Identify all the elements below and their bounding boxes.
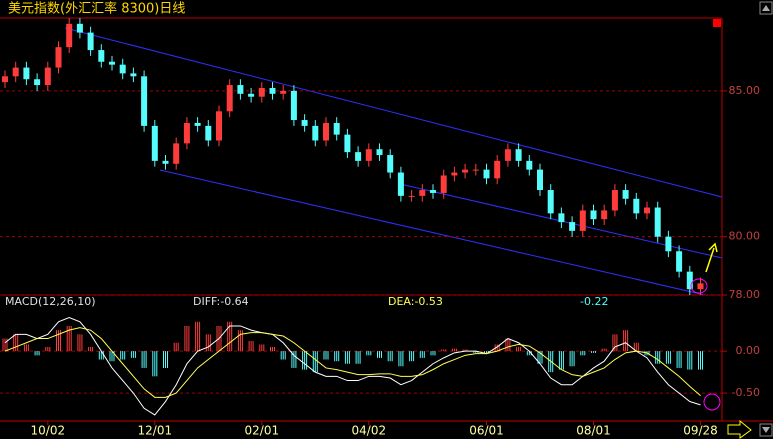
candle-body — [87, 32, 94, 51]
candle-body — [387, 155, 394, 173]
candle-body — [34, 79, 41, 86]
candle-body — [590, 210, 597, 220]
candle-body — [280, 90, 287, 94]
annotation-arrow — [705, 242, 718, 273]
highlight-circle — [690, 278, 708, 294]
candle-body — [44, 67, 51, 86]
candle-body — [644, 207, 650, 214]
x-tick-label: 06/01 — [469, 424, 504, 438]
candle-body — [237, 85, 244, 94]
candle-body — [258, 87, 265, 97]
candle-body — [376, 149, 383, 156]
candle-body — [109, 61, 115, 65]
candle-body — [66, 23, 73, 48]
candle-body — [547, 190, 554, 214]
candle-body — [194, 122, 201, 126]
value-label: -0.22 — [580, 295, 608, 308]
x-tick-label: 04/02 — [352, 424, 387, 438]
x-tick-label: 12/01 — [138, 424, 173, 438]
candle-body — [676, 251, 683, 272]
candle-body — [333, 122, 340, 135]
candle-body — [55, 47, 62, 68]
candle-body — [216, 111, 222, 141]
scroll-up-icon — [762, 5, 770, 11]
candle-body — [504, 149, 511, 161]
y-tick-label: 80.00 — [729, 230, 761, 243]
series-label: DIFF:-0.64 — [193, 295, 249, 308]
trend-line — [159, 169, 706, 296]
candle-body — [151, 125, 158, 161]
chart-title: 美元指数(外汇汇率 8300)日线 — [8, 1, 185, 17]
candle-body — [654, 207, 661, 237]
trend-line — [64, 27, 723, 198]
candle-body — [494, 160, 501, 179]
candle-body — [483, 169, 490, 179]
candle-body — [130, 73, 137, 77]
y-tick-label: 0.00 — [736, 344, 761, 357]
highlight-circle — [703, 393, 721, 411]
candle-body — [397, 172, 404, 196]
candle-body — [365, 149, 372, 161]
candle-body — [440, 175, 447, 193]
next-arrow[interactable] — [727, 419, 752, 439]
candle-body — [419, 190, 426, 196]
macd-line — [4, 327, 701, 398]
candle-body — [226, 85, 233, 112]
candle-body — [173, 143, 180, 164]
x-tick-label: 02/01 — [245, 424, 280, 438]
x-tick-label: 10/02 — [31, 424, 66, 438]
candle-body — [569, 222, 576, 231]
macd-line — [4, 317, 701, 416]
y-tick-label: -0.50 — [732, 386, 760, 399]
candle-body — [248, 93, 255, 97]
candle-body — [2, 76, 8, 83]
candle-body — [183, 122, 190, 144]
candle-body — [686, 271, 693, 290]
y-tick-label: 78.00 — [729, 288, 761, 301]
x-tick-label: 09/28 — [683, 424, 718, 438]
candle-body — [323, 122, 329, 141]
candle-body — [23, 67, 30, 80]
candle-body — [344, 134, 351, 153]
indicator-label: MACD(12,26,10) — [5, 295, 96, 308]
candle-body — [558, 213, 565, 223]
candle-body — [665, 236, 672, 252]
x-tick-label: 08/01 — [576, 424, 611, 438]
candle-body — [633, 198, 640, 214]
candle-body — [98, 50, 105, 62]
series-label: DEA:-0.53 — [388, 295, 443, 308]
candle-body — [601, 210, 608, 220]
candle-body — [697, 283, 704, 290]
candle-body — [537, 169, 543, 191]
candle-body — [622, 190, 629, 199]
candle-body — [119, 64, 126, 74]
marker — [713, 19, 721, 27]
candle-body — [515, 149, 522, 161]
candle-body — [269, 87, 276, 94]
candle-body — [162, 160, 169, 164]
candle-body — [408, 195, 415, 197]
candle-body — [451, 172, 458, 176]
candle-body — [430, 190, 436, 193]
candle-body — [579, 210, 586, 231]
candle-body — [462, 169, 469, 173]
candle-body — [355, 152, 362, 161]
candle-body — [611, 190, 618, 211]
candle-body — [141, 76, 148, 126]
scroll-down-icon — [762, 427, 770, 433]
candle-body — [290, 90, 297, 121]
candle-body — [12, 67, 19, 77]
candle-body — [301, 120, 308, 126]
candle-body — [205, 125, 212, 141]
candle-body — [312, 125, 319, 141]
y-tick-label: 85.00 — [729, 84, 761, 97]
candle-body — [472, 169, 479, 171]
candle-body — [76, 23, 83, 33]
candle-body — [526, 160, 533, 170]
